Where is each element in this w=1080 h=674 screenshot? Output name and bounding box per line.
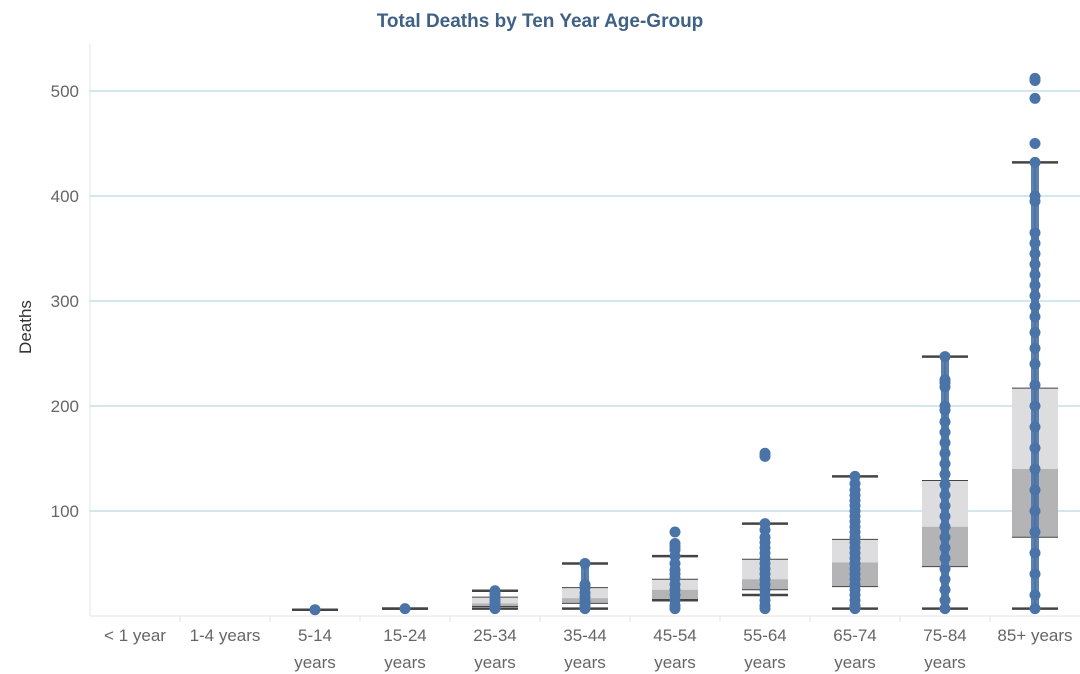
x-tick-label: 55-64 years	[743, 626, 786, 672]
data-point	[1029, 342, 1041, 354]
data-point	[939, 563, 951, 575]
x-axis-ticks: < 1 year 1-4 years 5-14 years 15-24 years 25-3…	[104, 626, 1073, 672]
x-tick-label: 65-74 years	[833, 626, 876, 672]
data-point	[1029, 156, 1041, 168]
data-point	[1029, 547, 1041, 559]
data-point	[399, 603, 411, 615]
data-point	[1029, 237, 1041, 249]
data-point	[1029, 138, 1041, 149]
data-point	[1029, 400, 1041, 412]
y-tick-label: 500	[51, 82, 79, 101]
data-point	[939, 510, 951, 522]
x-tick-label: < 1 year	[104, 626, 166, 645]
data-point	[1029, 92, 1041, 104]
data-point	[849, 470, 861, 482]
data-point	[939, 351, 951, 363]
point-layer	[309, 72, 1041, 616]
y-tick-label: 400	[51, 187, 79, 206]
data-point	[939, 603, 951, 615]
data-point	[1029, 227, 1041, 239]
y-tick-label: 300	[51, 292, 79, 311]
x-tick-label: 15-24 years	[383, 626, 426, 672]
data-point	[1029, 269, 1041, 281]
y-axis-ticks: 100 200 300 400 500	[51, 82, 79, 521]
x-tick-label: 45-54 years	[653, 626, 696, 672]
data-point	[579, 579, 591, 590]
data-point	[489, 585, 501, 597]
x-tick-label: 25-34 years	[473, 626, 516, 672]
data-point	[669, 526, 681, 538]
data-point	[1029, 327, 1041, 338]
data-point	[1029, 442, 1041, 454]
data-point	[759, 518, 771, 530]
data-point	[939, 573, 951, 585]
data-point	[939, 594, 951, 606]
data-point	[939, 416, 951, 428]
chart-title: Total Deaths by Ten Year Age-Group	[377, 11, 704, 32]
data-point	[939, 552, 951, 564]
data-point	[1029, 603, 1041, 615]
data-point	[939, 400, 951, 412]
y-tick-label: 100	[51, 502, 79, 521]
data-point	[1029, 484, 1041, 496]
data-point	[579, 558, 591, 569]
data-point	[1029, 72, 1041, 84]
data-point	[1029, 358, 1041, 370]
data-point	[939, 426, 951, 438]
data-point	[1029, 290, 1041, 302]
data-point	[1029, 190, 1041, 202]
data-point	[939, 479, 951, 491]
data-point	[939, 489, 951, 501]
data-point	[939, 447, 951, 459]
data-point	[939, 584, 951, 596]
data-point	[939, 437, 951, 449]
y-tick-label: 200	[51, 397, 79, 416]
data-point	[939, 542, 951, 554]
data-point	[1029, 258, 1041, 270]
data-point	[759, 447, 771, 459]
data-point	[1029, 568, 1041, 580]
x-tick-label: 1-4 years	[190, 626, 261, 645]
x-tick-label: 75-84 years	[923, 626, 966, 672]
data-point	[1029, 526, 1041, 538]
data-point	[1029, 505, 1041, 517]
data-point	[669, 538, 681, 550]
data-point	[1029, 279, 1041, 291]
data-point	[1029, 421, 1041, 433]
data-point	[939, 500, 951, 512]
x-tick-label: 5-14 years	[294, 626, 336, 672]
gridlines	[89, 44, 1080, 622]
data-point	[1029, 300, 1041, 312]
data-point	[939, 374, 951, 386]
data-point	[939, 521, 951, 533]
data-point	[1029, 379, 1041, 391]
data-point	[1029, 311, 1041, 323]
data-point	[1029, 589, 1041, 601]
data-point	[1029, 248, 1041, 260]
x-tick-label: 85+ years	[997, 626, 1072, 645]
data-point	[1029, 463, 1041, 475]
x-tick-label: 35-44 years	[563, 626, 606, 672]
data-point	[939, 458, 951, 470]
y-axis-label: Deaths	[16, 300, 35, 354]
data-point	[939, 468, 951, 480]
data-point	[309, 604, 321, 616]
data-point	[939, 531, 951, 543]
